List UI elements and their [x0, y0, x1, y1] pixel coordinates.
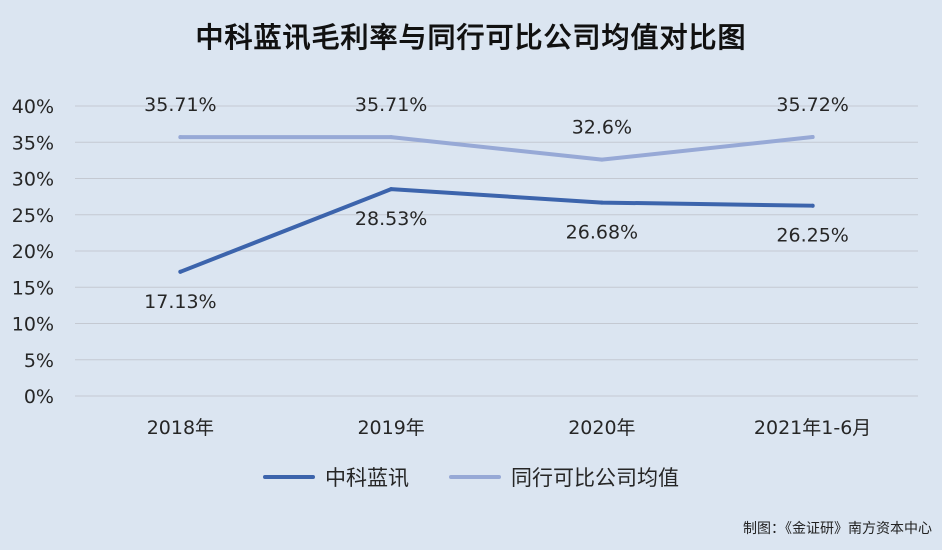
data-point-s0-1: [389, 187, 394, 192]
y-tick-label: 20%: [12, 241, 54, 263]
x-tick-label: 2019年: [357, 417, 424, 439]
y-tick-label: 25%: [12, 205, 54, 227]
source-note: 制图：《金证研》南方资本中心: [743, 521, 932, 537]
y-tick-label: 30%: [12, 169, 54, 191]
y-tick-label: 10%: [12, 314, 54, 336]
data-point-s1-2: [599, 157, 604, 162]
legend-label-zhongke: 中科蓝讯: [325, 466, 409, 490]
data-point-s1-0: [178, 135, 183, 140]
y-tick-label: 40%: [12, 96, 54, 118]
data-label-s1-1: 35.71%: [355, 94, 427, 116]
series-line-0: [178, 187, 815, 274]
data-label-s0-1: 28.53%: [355, 208, 427, 230]
data-point-s1-3: [810, 135, 815, 140]
y-tick-label: 35%: [12, 132, 54, 154]
y-tick-label: 15%: [12, 277, 54, 299]
legend-label-peers: 同行可比公司均值: [511, 466, 679, 490]
data-label-s1-0: 35.71%: [144, 94, 216, 116]
legend-swatch-zhongke: [263, 475, 315, 479]
y-tick-label: 5%: [24, 350, 54, 372]
x-tick-label: 2020年: [568, 417, 635, 439]
data-label-s1-2: 32.6%: [572, 117, 632, 139]
data-label-s0-3: 26.25%: [776, 225, 848, 247]
legend-swatch-peers: [449, 475, 501, 479]
data-label-s0-0: 17.13%: [144, 291, 216, 313]
legend-entry-peers: 同行可比公司均值: [449, 462, 679, 492]
chart-legend: 中科蓝讯 同行可比公司均值: [0, 462, 942, 492]
chart-title: 中科蓝讯毛利率与同行可比公司均值对比图: [195, 21, 747, 54]
legend-entry-zhongke: 中科蓝讯: [263, 462, 409, 492]
series-line-1: [178, 135, 815, 162]
data-label-s0-2: 26.68%: [566, 222, 638, 244]
y-tick-label: 0%: [24, 386, 54, 408]
x-tick-label: 2021年1-6月: [754, 417, 871, 439]
data-point-s0-2: [599, 200, 604, 205]
x-tick-label: 2018年: [147, 417, 214, 439]
data-point-s0-0: [178, 269, 183, 274]
data-label-s1-3: 35.72%: [776, 94, 848, 116]
data-point-s1-1: [389, 135, 394, 140]
data-point-s0-3: [810, 203, 815, 208]
